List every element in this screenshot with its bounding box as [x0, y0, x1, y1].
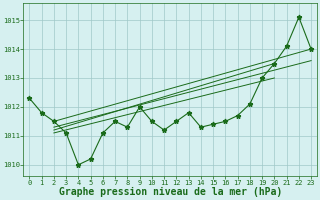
- X-axis label: Graphe pression niveau de la mer (hPa): Graphe pression niveau de la mer (hPa): [59, 187, 282, 197]
